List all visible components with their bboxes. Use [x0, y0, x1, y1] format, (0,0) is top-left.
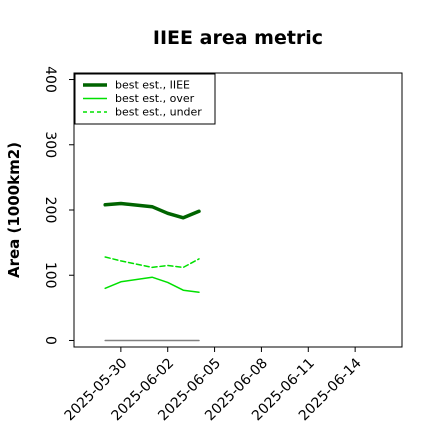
y-tick-label: 200 — [42, 197, 58, 224]
y-tick-label: 0 — [42, 336, 58, 345]
legend-entry: best est., under — [115, 106, 202, 119]
y-tick-label: 300 — [42, 131, 58, 158]
plot-area — [103, 201, 201, 342]
y-axis-label: Area (1000km2) — [5, 142, 23, 278]
series-line-1 — [104, 276, 200, 293]
chart-title: IIEE area metric — [153, 27, 323, 49]
series-line-2 — [104, 256, 200, 269]
legend-entry: best est., over — [115, 92, 195, 105]
series-line-0 — [103, 201, 201, 220]
legend-entry: best est., IIEE — [115, 79, 190, 92]
y-tick-label: 100 — [42, 262, 58, 289]
y-tick-label: 400 — [42, 66, 58, 93]
